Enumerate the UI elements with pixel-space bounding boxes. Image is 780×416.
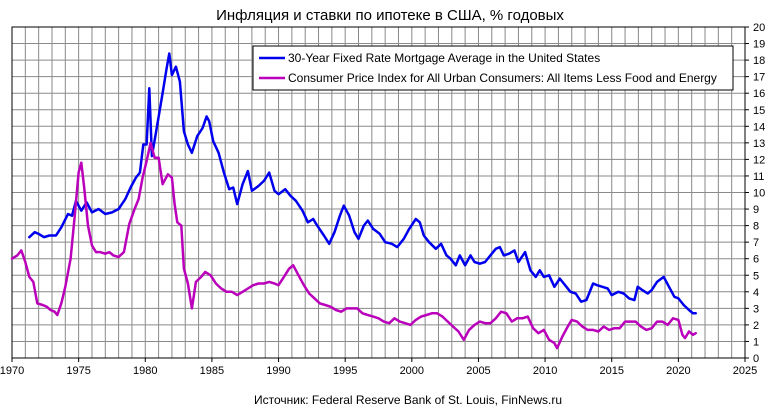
x-axis-ticks: 1970 1975 1980 1985 1990 1995 2000 2005 2010 2015… [0, 358, 757, 377]
y-tick-label: 16 [753, 88, 765, 100]
x-tick-label: 2010 [533, 365, 557, 377]
y-tick-label: 4 [753, 287, 759, 299]
legend-box [252, 45, 734, 91]
series-layer [10, 52, 697, 350]
y-tick-label: 14 [753, 121, 765, 133]
y-tick-label: 8 [753, 221, 759, 233]
y-tick-label: 0 [753, 353, 759, 365]
x-tick-label: 1975 [66, 365, 90, 377]
y-tick-label: 19 [753, 39, 765, 51]
x-tick-label: 1970 [0, 365, 24, 377]
x-tick-label: 1985 [200, 365, 224, 377]
y-tick-label: 10 [753, 188, 765, 200]
x-tick-label: 2005 [466, 365, 490, 377]
legend: 30-Year Fixed Rate Mortgage Average in t… [252, 45, 734, 91]
legend-label-mortgage: 30-Year Fixed Rate Mortgage Average in t… [288, 51, 600, 65]
x-tick-label: 2025 [733, 365, 757, 377]
y-tick-label: 3 [753, 303, 759, 315]
y-tick-label: 15 [753, 105, 765, 117]
y-tick-label: 17 [753, 72, 765, 84]
y-tick-label: 11 [753, 171, 764, 183]
x-tick-label: 1995 [333, 365, 357, 377]
y-tick-label: 13 [753, 138, 765, 150]
y-tick-label: 7 [753, 237, 759, 249]
y-tick-label: 9 [753, 204, 759, 216]
y-tick-label: 20 [753, 22, 765, 34]
x-tick-label: 1990 [266, 365, 290, 377]
y-tick-label: 2 [753, 320, 759, 332]
series-line-0 [28, 52, 697, 315]
y-tick-label: 12 [753, 154, 765, 166]
y-tick-label: 18 [753, 55, 765, 67]
y-tick-label: 1 [753, 336, 759, 348]
series-line-1 [10, 141, 697, 350]
x-tick-label: 2000 [400, 365, 424, 377]
legend-label-cpi: Consumer Price Index for All Urban Consu… [288, 71, 717, 85]
y-tick-label: 5 [753, 270, 759, 282]
x-tick-label: 2015 [599, 365, 623, 377]
x-tick-label: 1980 [133, 365, 157, 377]
source-note: Источник: Federal Reserve Bank of St. Lo… [254, 393, 562, 407]
chart-title: Инфляция и ставки по ипотеке в США, % го… [216, 7, 564, 24]
y-tick-label: 6 [753, 254, 759, 266]
x-tick-label: 2020 [666, 365, 690, 377]
